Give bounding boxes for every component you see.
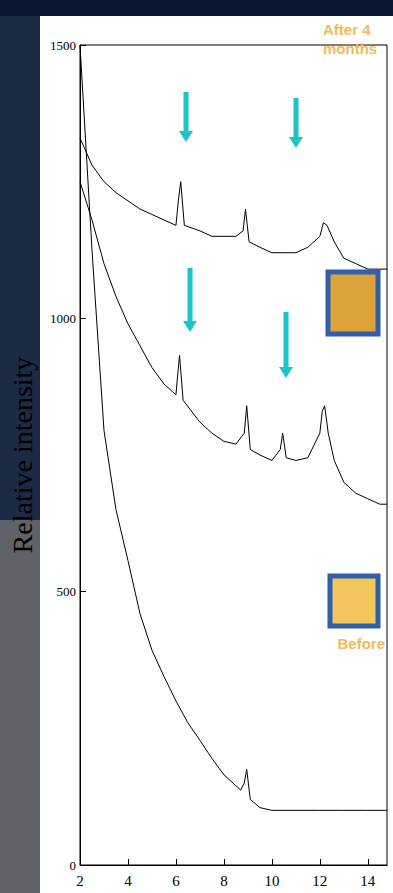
svg-text:1500: 1500	[50, 38, 76, 53]
svg-text:months: months	[323, 40, 377, 57]
svg-text:12: 12	[312, 873, 327, 889]
svg-text:After 4: After 4	[323, 21, 375, 38]
svg-text:1000: 1000	[50, 311, 76, 326]
svg-text:Relative intensity: Relative intensity	[7, 357, 38, 554]
svg-text:2: 2	[76, 873, 84, 889]
svg-text:500: 500	[57, 584, 77, 599]
svg-text:Before: Before	[337, 635, 385, 652]
svg-text:8: 8	[220, 873, 228, 889]
svg-text:14: 14	[360, 873, 376, 889]
svg-text:6: 6	[172, 873, 180, 889]
svg-text:4: 4	[124, 873, 132, 889]
svg-text:10: 10	[264, 873, 279, 889]
svg-text:0: 0	[70, 858, 77, 873]
